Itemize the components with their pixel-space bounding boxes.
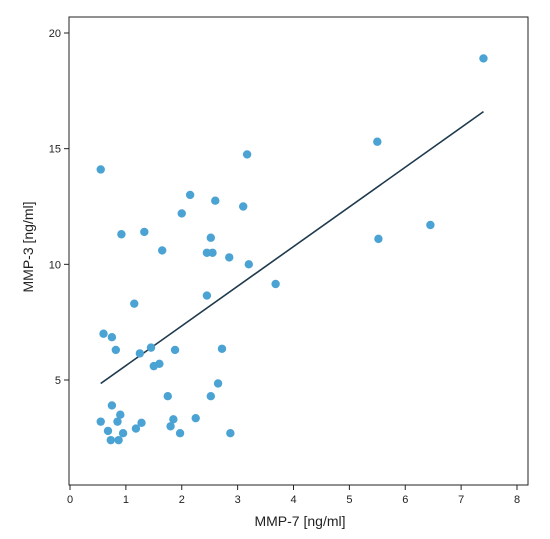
data-point [374, 234, 383, 244]
data-point [373, 137, 382, 146]
data-point [217, 344, 227, 353]
data-point [157, 246, 167, 255]
y-tick-label: 20 [49, 28, 61, 40]
x-axis-title: MMP-7 [ng/ml] [254, 513, 345, 529]
data-point [206, 391, 216, 401]
data-point [202, 291, 212, 300]
data-point [155, 359, 164, 369]
data-point [177, 209, 186, 218]
plot-frame [68, 16, 529, 486]
data-point [213, 379, 223, 388]
data-point [242, 150, 252, 159]
data-point [107, 401, 117, 410]
data-point [170, 345, 180, 355]
data-point [239, 202, 248, 211]
x-tick-label: 1 [123, 494, 129, 506]
data-point [117, 230, 126, 239]
data-points [96, 54, 488, 445]
data-point [191, 413, 200, 423]
data-point [107, 333, 117, 342]
x-tick-label: 5 [346, 494, 352, 506]
x-tick-label: 4 [290, 494, 296, 506]
data-point [137, 418, 146, 427]
y-tick-label: 15 [49, 144, 61, 156]
data-point [96, 165, 105, 174]
data-point [479, 54, 488, 63]
data-point [130, 299, 139, 308]
data-point [163, 391, 172, 401]
y-tick-label: 10 [49, 259, 61, 271]
data-point [208, 248, 217, 257]
y-axis-title: MMP-3 [ng/ml] [20, 201, 36, 292]
trend-line [100, 111, 484, 385]
data-point [271, 279, 280, 289]
data-point [99, 329, 108, 338]
data-point [103, 426, 113, 436]
data-point [106, 435, 115, 445]
data-point [225, 253, 234, 262]
data-point [135, 349, 145, 358]
trendline-group [100, 111, 484, 385]
x-tick-label: 3 [235, 494, 241, 506]
data-point [169, 415, 178, 424]
x-tick-label: 8 [514, 494, 520, 506]
data-point [426, 220, 435, 230]
x-tick-label: 6 [402, 494, 408, 506]
y-tick-label: 5 [55, 375, 61, 387]
data-point [175, 429, 185, 438]
y-axis-ticks: 5 10 15 20 [49, 28, 69, 387]
data-point [131, 424, 141, 433]
data-point [116, 410, 125, 419]
data-point [140, 227, 149, 237]
data-point [96, 417, 105, 426]
data-point [146, 343, 156, 352]
x-axis-ticks: 0 1 2 3 4 5 6 7 8 [67, 485, 520, 506]
x-tick-label: 0 [67, 494, 73, 506]
data-point [244, 260, 253, 269]
data-point [226, 429, 235, 438]
data-point [111, 345, 121, 355]
data-point [114, 435, 123, 445]
data-point [113, 417, 122, 426]
data-point [118, 429, 128, 438]
data-point [206, 233, 216, 242]
data-point [166, 422, 175, 431]
data-point [185, 190, 195, 200]
x-tick-label: 7 [458, 494, 464, 506]
data-point [211, 196, 220, 205]
x-tick-label: 2 [179, 494, 185, 506]
